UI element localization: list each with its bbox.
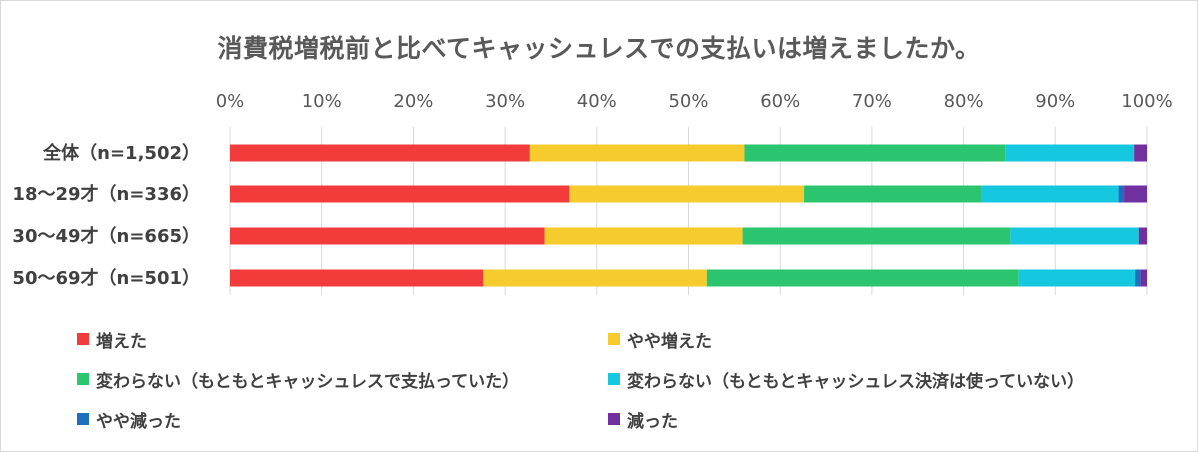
bar-segment: [1118, 185, 1125, 203]
bar-segment: [230, 227, 545, 245]
bar-segment: [1138, 227, 1147, 245]
bar-segment: [742, 227, 1011, 245]
bar-segment: [1140, 269, 1147, 287]
category-label: 50～69才（n=501）: [12, 267, 200, 289]
bar-segment: [230, 269, 484, 287]
category-label: 30～49才（n=665）: [12, 225, 200, 247]
bar-segment: [744, 144, 1006, 162]
x-tick-label: 0%: [216, 91, 245, 112]
x-tick-label: 60%: [760, 91, 800, 112]
x-tick-label: 30%: [485, 91, 525, 112]
x-tick-label: 70%: [852, 91, 892, 112]
bar-segment: [1124, 185, 1147, 203]
category-label: 18～29才（n=336）: [12, 183, 200, 205]
bar-segment: [230, 144, 530, 162]
bar-segment: [706, 269, 1019, 287]
bar-segment: [1005, 144, 1135, 162]
bar-segment: [569, 185, 805, 203]
bar-segment: [529, 144, 745, 162]
bar-segment: [1018, 269, 1136, 287]
x-tick-label: 50%: [668, 91, 708, 112]
bar-segment: [1135, 269, 1141, 287]
x-tick-label: 40%: [577, 91, 617, 112]
x-tick-label: 100%: [1121, 91, 1172, 112]
bar-segment: [1134, 144, 1147, 162]
x-tick-label: 20%: [393, 91, 433, 112]
x-tick-label: 80%: [944, 91, 984, 112]
x-tick-label: 10%: [302, 91, 342, 112]
bar-segment: [804, 185, 982, 203]
bar-segment: [230, 185, 570, 203]
bar-segment: [544, 227, 743, 245]
bar-segment: [1010, 227, 1139, 245]
x-tick-label: 90%: [1035, 91, 1075, 112]
bar-segment: [483, 269, 707, 287]
category-label: 全体（n=1,502）: [42, 142, 200, 164]
bar-segment: [981, 185, 1119, 203]
chart-title: 消費税増税前と比べてキャッシュレスでの支払いは増えましたか。: [217, 34, 981, 63]
